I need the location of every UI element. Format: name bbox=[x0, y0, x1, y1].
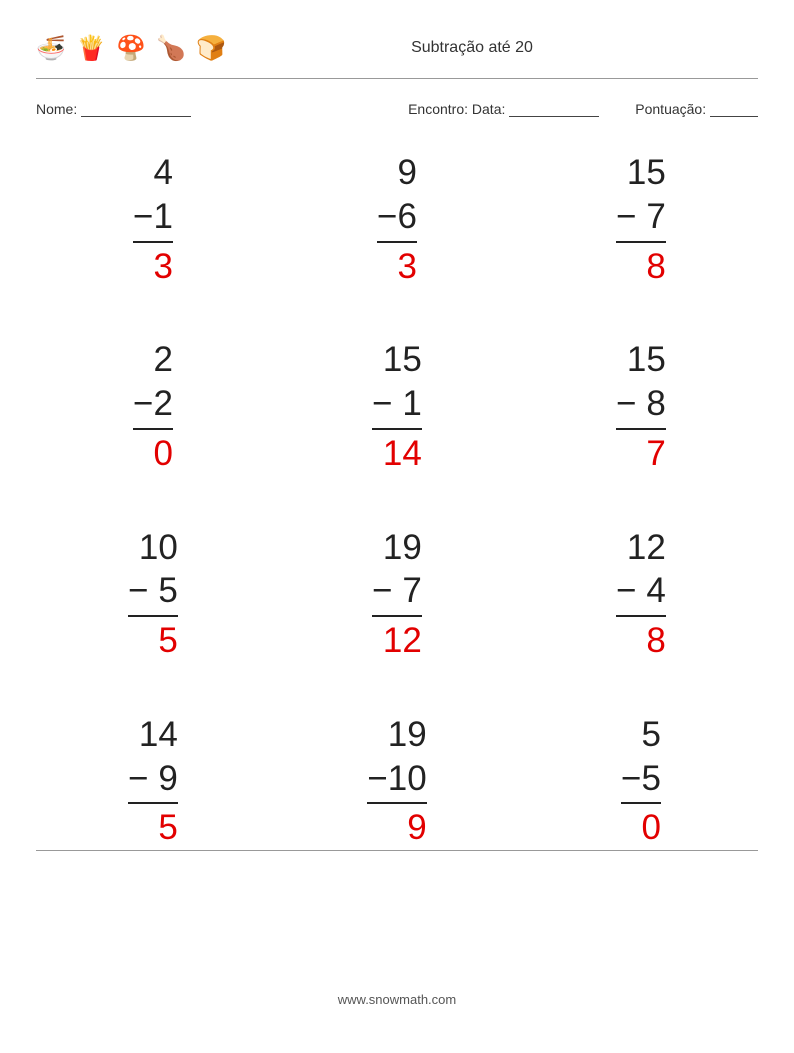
equals-line bbox=[616, 615, 666, 617]
header-rule bbox=[36, 78, 758, 79]
answer: 12 bbox=[372, 619, 422, 663]
answer: 5 bbox=[128, 806, 178, 850]
minuend: 2 bbox=[133, 338, 173, 382]
answer: 3 bbox=[377, 245, 417, 289]
minuend: 19 bbox=[367, 713, 426, 757]
encounter-blank[interactable] bbox=[509, 103, 599, 117]
answer: 8 bbox=[616, 619, 666, 663]
header-icons: 🍜 🍟 🍄 🍗 🍞 bbox=[36, 33, 226, 63]
noodles-icon: 🍜 bbox=[36, 33, 66, 63]
subtraction-stack: 10− 5 5 bbox=[128, 526, 178, 663]
minuend: 15 bbox=[616, 151, 666, 195]
answer: 7 bbox=[616, 432, 666, 476]
mushroom-icon: 🍄 bbox=[116, 33, 146, 63]
problem: 14− 9 5 bbox=[66, 713, 240, 850]
subtrahend-row: − 8 bbox=[616, 382, 666, 426]
worksheet-title: Subtração até 20 bbox=[226, 39, 758, 57]
subtrahend-row: −5 bbox=[621, 757, 661, 801]
minuend: 12 bbox=[616, 526, 666, 570]
answer: 0 bbox=[133, 432, 173, 476]
minuend: 4 bbox=[133, 151, 173, 195]
subtrahend-row: −10 bbox=[367, 757, 426, 801]
subtrahend-row: − 7 bbox=[372, 569, 422, 613]
subtrahend-row: − 9 bbox=[128, 757, 178, 801]
subtraction-stack: 2−2 0 bbox=[133, 338, 173, 475]
subtrahend-row: −1 bbox=[133, 195, 173, 239]
problem: 12− 4 8 bbox=[554, 526, 728, 663]
score-field: Pontuação: bbox=[635, 101, 758, 117]
problem: 2−2 0 bbox=[66, 338, 240, 475]
name-blank[interactable] bbox=[81, 103, 191, 117]
subtraction-stack: 4−1 3 bbox=[133, 151, 173, 288]
subtraction-stack: 15− 1 14 bbox=[372, 338, 422, 475]
minuend: 19 bbox=[372, 526, 422, 570]
problem: 19− 7 12 bbox=[310, 526, 484, 663]
problem: 4−1 3 bbox=[66, 151, 240, 288]
equals-line bbox=[372, 615, 422, 617]
problem: 19−10 9 bbox=[310, 713, 484, 850]
subtraction-stack: 9−6 3 bbox=[377, 151, 417, 288]
problems-grid: 4−1 3 9−6 3 15− 7 8 2−2 0 15− 1 14 15− 8… bbox=[36, 151, 758, 850]
subtrahend-row: − 1 bbox=[372, 382, 422, 426]
subtrahend-row: −2 bbox=[133, 382, 173, 426]
minuend: 14 bbox=[128, 713, 178, 757]
minuend: 15 bbox=[372, 338, 422, 382]
score-label: Pontuação: bbox=[635, 101, 706, 117]
score-blank[interactable] bbox=[710, 103, 758, 117]
answer: 14 bbox=[372, 432, 422, 476]
equals-line bbox=[616, 241, 666, 243]
minuend: 9 bbox=[377, 151, 417, 195]
equals-line bbox=[128, 615, 178, 617]
drumstick-icon: 🍗 bbox=[156, 33, 186, 63]
answer: 3 bbox=[133, 245, 173, 289]
problem: 9−6 3 bbox=[310, 151, 484, 288]
problem: 15− 7 8 bbox=[554, 151, 728, 288]
subtraction-stack: 14− 9 5 bbox=[128, 713, 178, 850]
equals-line bbox=[377, 241, 417, 243]
subtraction-stack: 5−5 0 bbox=[621, 713, 661, 850]
name-label: Nome: bbox=[36, 101, 77, 117]
equals-line bbox=[372, 428, 422, 430]
subtrahend-row: − 5 bbox=[128, 569, 178, 613]
subtrahend-row: −6 bbox=[377, 195, 417, 239]
encounter-label: Encontro: Data: bbox=[408, 101, 505, 117]
fries-icon: 🍟 bbox=[76, 33, 106, 63]
answer: 0 bbox=[621, 806, 661, 850]
encounter-field: Encontro: Data: bbox=[408, 101, 599, 117]
problem: 15− 8 7 bbox=[554, 338, 728, 475]
minuend: 15 bbox=[616, 338, 666, 382]
subtraction-stack: 19−10 9 bbox=[367, 713, 426, 850]
equals-line bbox=[621, 802, 661, 804]
header: 🍜 🍟 🍄 🍗 🍞 Subtração até 20 bbox=[36, 28, 758, 68]
problem: 15− 1 14 bbox=[310, 338, 484, 475]
subtraction-stack: 12− 4 8 bbox=[616, 526, 666, 663]
answer: 5 bbox=[128, 619, 178, 663]
answer: 8 bbox=[616, 245, 666, 289]
meta-row: Nome: Encontro: Data: Pontuação: bbox=[36, 101, 758, 117]
worksheet-page: 🍜 🍟 🍄 🍗 🍞 Subtração até 20 Nome: Encontro: D… bbox=[0, 0, 794, 850]
subtraction-stack: 15− 8 7 bbox=[616, 338, 666, 475]
subtraction-stack: 19− 7 12 bbox=[372, 526, 422, 663]
equals-line bbox=[616, 428, 666, 430]
equals-line bbox=[133, 428, 173, 430]
name-field: Nome: bbox=[36, 101, 191, 117]
equals-line bbox=[128, 802, 178, 804]
bread-icon: 🍞 bbox=[196, 33, 226, 63]
equals-line bbox=[367, 802, 426, 804]
subtraction-stack: 15− 7 8 bbox=[616, 151, 666, 288]
footer-rule bbox=[36, 850, 758, 851]
footer-text: www.snowmath.com bbox=[0, 992, 794, 1007]
subtrahend-row: − 7 bbox=[616, 195, 666, 239]
problem: 10− 5 5 bbox=[66, 526, 240, 663]
minuend: 5 bbox=[621, 713, 661, 757]
problem: 5−5 0 bbox=[554, 713, 728, 850]
minuend: 10 bbox=[128, 526, 178, 570]
equals-line bbox=[133, 241, 173, 243]
subtrahend-row: − 4 bbox=[616, 569, 666, 613]
answer: 9 bbox=[367, 806, 426, 850]
